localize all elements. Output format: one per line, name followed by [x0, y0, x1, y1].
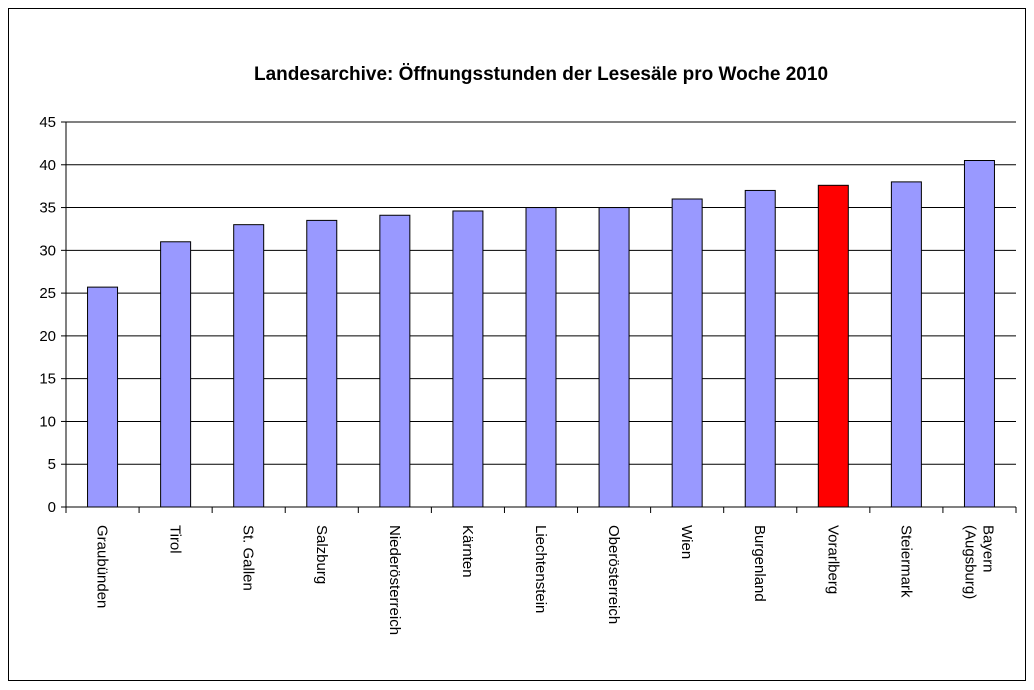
x-tick-label: Salzburg: [313, 525, 330, 584]
x-tick-label: Liechtenstein: [532, 525, 549, 613]
y-tick-label: 40: [39, 157, 56, 174]
bar: [671, 198, 703, 508]
x-tick-label: Kärnten: [459, 525, 476, 578]
x-tick-label: Oberösterreich: [605, 525, 622, 624]
x-tick-label: Vorarlberg: [824, 525, 841, 594]
bar: [963, 160, 995, 508]
y-tick-label: 20: [39, 328, 56, 345]
bar: [525, 207, 557, 508]
x-tick-label: Burgenland: [751, 525, 768, 602]
bar: [233, 224, 265, 508]
x-tick-label: Niederösterreich: [386, 525, 403, 635]
bar: [598, 207, 630, 508]
y-tick-label: 10: [39, 413, 56, 430]
bar: [890, 181, 922, 508]
x-tick-label: Steiermark: [897, 525, 914, 598]
bar: [379, 214, 411, 508]
bar: [817, 184, 849, 508]
bar: [452, 210, 484, 508]
bar: [160, 241, 192, 508]
bar: [744, 189, 776, 508]
x-tick-label: Wien: [678, 525, 695, 559]
y-tick-label: 0: [48, 499, 56, 516]
y-tick-label: 15: [39, 371, 56, 388]
bar: [87, 286, 119, 508]
y-tick-label: 45: [39, 114, 56, 131]
y-tick-label: 30: [39, 242, 56, 259]
y-tick-label: 5: [48, 456, 56, 473]
x-tick-label: Tirol: [167, 525, 184, 554]
x-tick-label: St. Gallen: [240, 525, 257, 591]
x-tick-label: Bayern(Augsburg): [961, 525, 996, 599]
bar: [306, 219, 338, 508]
chart-title: Landesarchive: Öffnungsstunden der Leses…: [254, 64, 828, 85]
y-tick-label: 35: [39, 200, 56, 217]
y-tick-label: 25: [39, 285, 56, 302]
x-tick-label: Graubünden: [94, 525, 111, 608]
